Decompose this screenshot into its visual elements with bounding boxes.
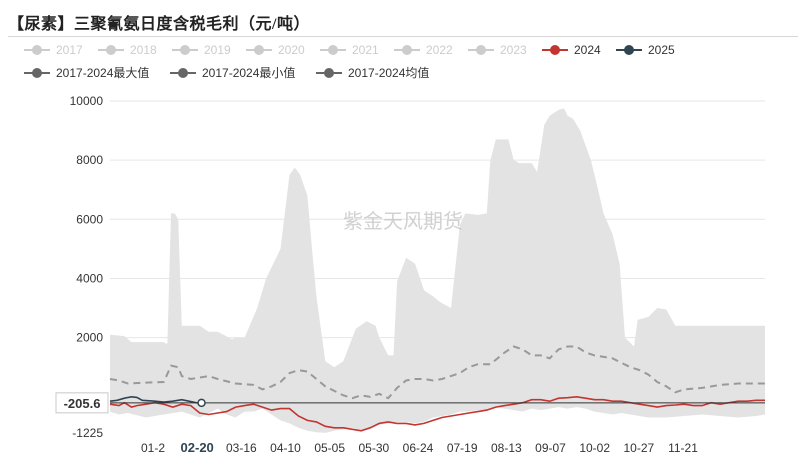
x-cursor-label: 02-20 bbox=[181, 440, 214, 455]
legend-label: 2025 bbox=[648, 43, 675, 57]
band-fill bbox=[110, 108, 765, 433]
legend-marker bbox=[624, 45, 634, 55]
legend-marker bbox=[32, 45, 42, 55]
x-tick-label: 10-27 bbox=[623, 441, 654, 455]
legend-label: 2023 bbox=[500, 43, 527, 57]
legend-marker bbox=[324, 68, 334, 78]
legend-item[interactable]: 2017-2024均值 bbox=[316, 65, 429, 80]
legend-marker bbox=[476, 45, 486, 55]
legend-item[interactable]: 2018 bbox=[98, 43, 157, 57]
legend-label: 2017-2024均值 bbox=[348, 65, 429, 80]
x-tick-label: 06-24 bbox=[403, 441, 434, 455]
y-tick-label: 6000 bbox=[76, 212, 103, 226]
chart-axes: 10000 8000 6000 4000 2000 -1225 01-2 02-20 03-16… bbox=[70, 94, 699, 455]
cursor-label-box bbox=[55, 392, 109, 414]
chart-title: 【尿素】三聚氰氨日度含税毛利（元/吨） bbox=[8, 16, 310, 33]
chart-legend[interactable]: 2017 2018 2019 2020 2021 2022 2023 2024 2025 2017… bbox=[24, 43, 675, 80]
watermark: 紫金天风期货 bbox=[343, 210, 463, 233]
series-line-2024 bbox=[109, 395, 765, 432]
legend-label: 2020 bbox=[278, 43, 305, 57]
x-tick-label: 04-10 bbox=[270, 441, 301, 455]
legend-marker bbox=[180, 45, 190, 55]
cursor-label: -205.6 bbox=[64, 396, 101, 411]
cursor-point bbox=[197, 398, 206, 408]
legend-marker bbox=[106, 45, 116, 55]
x-tick-label: 08-13 bbox=[491, 441, 522, 455]
legend-item[interactable]: 2017-2024最小值 bbox=[170, 65, 295, 80]
legend-item[interactable]: 2022 bbox=[394, 43, 453, 57]
legend-marker bbox=[32, 68, 42, 78]
legend-label: 2017-2024最大值 bbox=[56, 65, 149, 80]
legend-item[interactable]: 2021 bbox=[320, 43, 379, 57]
x-tick-label: 09-07 bbox=[535, 441, 566, 455]
x-tick-label: 03-16 bbox=[226, 441, 257, 455]
legend-item[interactable]: 2020 bbox=[246, 43, 305, 57]
y-tick-label: 2000 bbox=[76, 331, 103, 345]
legend-item[interactable]: 2019 bbox=[172, 43, 231, 57]
legend-item[interactable]: 2017-2024最大值 bbox=[24, 65, 149, 80]
legend-label: 2017 bbox=[56, 43, 83, 57]
y-tick-label: 10000 bbox=[70, 94, 104, 108]
cursor-marker: -205.6 bbox=[55, 392, 765, 414]
y-tick-label: 4000 bbox=[76, 271, 103, 285]
legend-marker bbox=[178, 68, 188, 78]
legend-label: 2019 bbox=[204, 43, 231, 57]
x-tick-label: 01-2 bbox=[141, 441, 165, 455]
legend-item[interactable]: 2024 bbox=[542, 43, 601, 57]
legend-marker bbox=[254, 45, 264, 55]
title-divider bbox=[8, 36, 798, 37]
legend-marker bbox=[402, 45, 412, 55]
legend-item[interactable]: 2017 bbox=[24, 43, 83, 57]
legend-item[interactable]: 2025 bbox=[616, 43, 675, 57]
x-tick-label: 07-19 bbox=[447, 441, 478, 455]
legend-marker bbox=[328, 45, 338, 55]
legend-item[interactable]: 2023 bbox=[468, 43, 527, 57]
legend-label: 2018 bbox=[130, 43, 157, 57]
x-tick-label: 05-05 bbox=[314, 441, 345, 455]
y-tick-label: 8000 bbox=[76, 153, 103, 167]
series-line-2025 bbox=[109, 395, 202, 404]
series-lines bbox=[109, 345, 765, 432]
legend-label: 2022 bbox=[426, 43, 453, 57]
series-line-2017-2024均值 bbox=[109, 345, 765, 400]
y-tick-label-min: -1225 bbox=[72, 426, 103, 440]
legend-label: 2021 bbox=[352, 43, 379, 57]
band-area bbox=[110, 108, 765, 433]
x-tick-label: 05-30 bbox=[358, 441, 389, 455]
legend-label: 2017-2024最小值 bbox=[202, 65, 295, 80]
legend-marker bbox=[550, 45, 560, 55]
legend-label: 2024 bbox=[574, 43, 601, 57]
x-tick-label: 10-02 bbox=[579, 441, 610, 455]
x-tick-label: 11-21 bbox=[668, 441, 698, 455]
